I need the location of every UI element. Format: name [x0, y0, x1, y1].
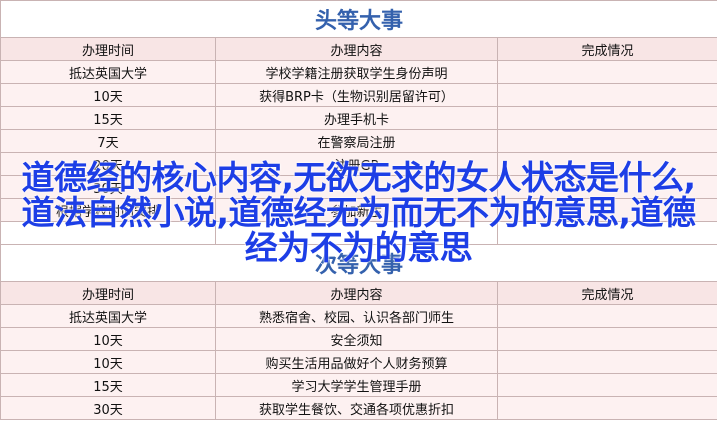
cell: 15天: [0, 373, 216, 397]
data-row: 10天 获得BRP卡（生物识别居留许可）: [0, 83, 717, 107]
data-row: 30天: [0, 175, 717, 199]
data-row: 10天 安全须知: [0, 327, 717, 351]
spacer-row: [0, 221, 717, 245]
cell: 获得BRP卡（生物识别居留许可）: [215, 83, 498, 107]
cell: [215, 175, 498, 199]
data-row: 20天 注册GP: [0, 152, 717, 176]
cell: 获取学生餐饮、交通各项优惠折扣: [215, 396, 498, 420]
data-row: 10天 购买生活用品做好个人财务预算: [0, 350, 717, 374]
cell: 7天: [0, 129, 216, 153]
header-cell: 完成情况: [497, 281, 717, 305]
cell: [497, 83, 717, 107]
title-row: 头等大事: [0, 0, 717, 38]
data-row: 抵达英国大学 熟悉宿舍、校园、认识各部门师生: [0, 304, 717, 328]
cell: [0, 221, 216, 245]
header-cell: 办理时间: [0, 281, 216, 305]
cell: 办理手机卡: [215, 106, 498, 130]
header-cell: 办理内容: [215, 281, 498, 305]
overlay-text: 道德经的核心内容,无欲无求的女人状态是什么,道法自然小说,道德经无为而无不为的意…: [21, 158, 696, 267]
cell: [497, 350, 717, 374]
cell: 抵达英国大学: [0, 304, 216, 328]
cell: 15天: [0, 106, 216, 130]
cell: [497, 106, 717, 130]
cell: 10天: [0, 350, 216, 374]
cell: [497, 152, 717, 176]
cell: 熟悉宿舍、校园、认识各部门师生: [215, 304, 498, 328]
cell: 在警察局注册: [215, 129, 498, 153]
cell: 学习大学学生管理手册: [215, 373, 498, 397]
table-title: 次等大事: [0, 244, 717, 282]
cell: 10天: [0, 83, 216, 107]
data-row: 抵达英国大学 学校学籍注册获取学生身份声明: [0, 60, 717, 84]
cell: [215, 221, 498, 245]
cell: 注册GP: [215, 152, 498, 176]
title-row: 次等大事: [0, 244, 717, 282]
cell: 参加新生: [215, 198, 498, 222]
cell: 学校学籍注册获取学生身份声明: [215, 60, 498, 84]
cell: 安全须知: [215, 327, 498, 351]
header-row: 办理时间 办理内容 完成情况: [0, 281, 717, 305]
cell: 根据学校时间安排: [0, 198, 216, 222]
data-row: 7天 在警察局注册: [0, 129, 717, 153]
header-cell: 办理内容: [215, 37, 498, 61]
cell: [497, 373, 717, 397]
cell: [497, 327, 717, 351]
cell: 30天: [0, 396, 216, 420]
cell: [497, 396, 717, 420]
header-cell: 完成情况: [497, 37, 717, 61]
data-row: 30天 获取学生餐饮、交通各项优惠折扣: [0, 396, 717, 420]
cell: 抵达英国大学: [0, 60, 216, 84]
header-row: 办理时间 办理内容 完成情况: [0, 37, 717, 61]
data-row: 15天 办理手机卡: [0, 106, 717, 130]
cell: [497, 304, 717, 328]
data-row: 15天 学习大学学生管理手册: [0, 373, 717, 397]
cell: [497, 175, 717, 199]
cell: [497, 60, 717, 84]
cell: 10天: [0, 327, 216, 351]
cell: [497, 129, 717, 153]
cell: 购买生活用品做好个人财务预算: [215, 350, 498, 374]
header-cell: 办理时间: [0, 37, 216, 61]
table-title: 头等大事: [0, 0, 717, 38]
